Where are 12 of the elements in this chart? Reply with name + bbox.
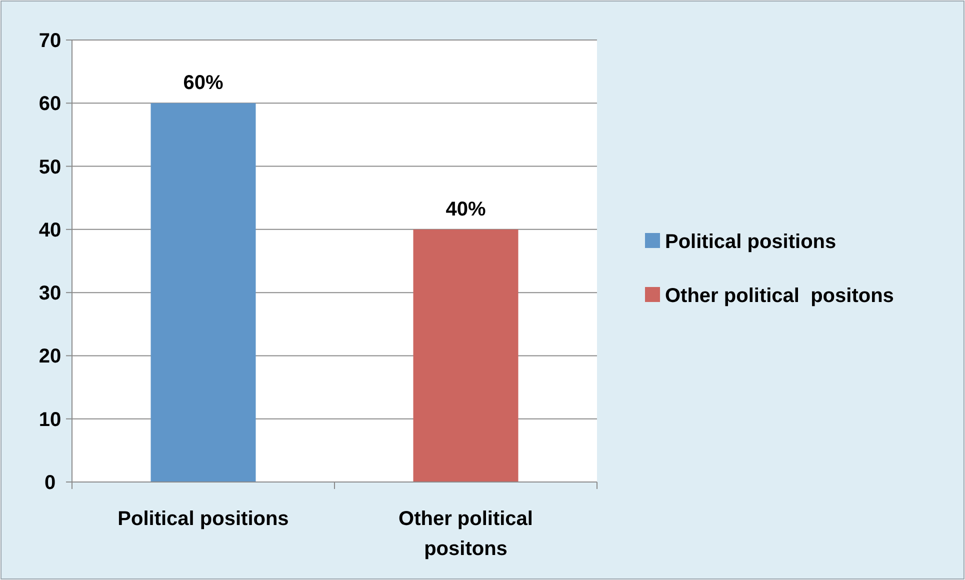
y-tick-label: 30 [38,282,62,305]
legend-label: Other political positons [665,285,894,307]
y-tick-label: 10 [38,408,62,431]
y-tick-label: 0 [44,472,56,494]
legend-label: Political positions [665,231,836,253]
data-label: 60% [183,72,224,94]
y-tick-label: 60 [38,93,62,116]
y-tick-label: 50 [38,156,62,178]
y-tick-label: 40 [38,219,62,242]
y-tick-label: 20 [38,346,62,368]
y-tick-label: 70 [38,30,62,52]
data-label: 40% [446,198,486,220]
